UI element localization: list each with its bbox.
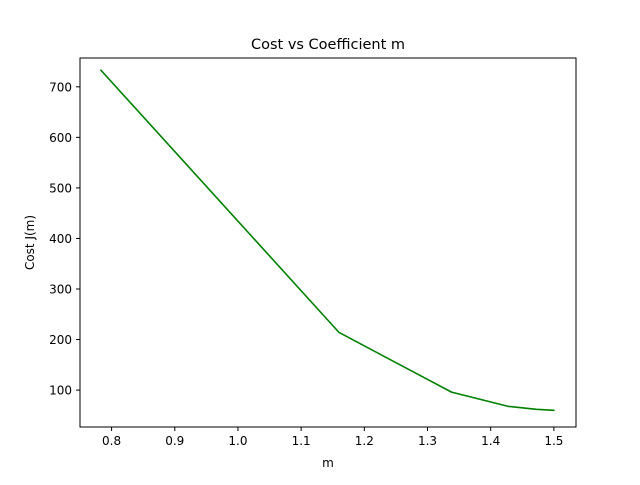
y-tick-label: 400 xyxy=(49,232,72,246)
y-tick-label: 100 xyxy=(49,384,72,398)
y-tick-label: 300 xyxy=(49,283,72,297)
x-tick-label: 1.2 xyxy=(355,434,374,448)
x-tick-label: 0.9 xyxy=(165,434,184,448)
x-axis-ticks: 0.8 0.9 1.0 1.1 1.2 1.3 1.4 1.5 xyxy=(102,427,563,448)
cost-series-line xyxy=(100,69,555,412)
plot-lines xyxy=(100,69,555,412)
x-tick-label: 1.3 xyxy=(418,434,437,448)
x-tick-label: 1.4 xyxy=(481,434,500,448)
chart-title: Cost vs Coefficient m xyxy=(251,37,405,53)
x-tick-label: 1.1 xyxy=(292,434,311,448)
y-tick-label: 200 xyxy=(49,333,72,347)
x-tick-label: 1.5 xyxy=(544,434,563,448)
x-axis-label: m xyxy=(322,456,334,470)
y-axis-label: Cost J(m) xyxy=(23,215,37,270)
x-tick-label: 0.8 xyxy=(102,434,121,448)
y-tick-label: 500 xyxy=(49,181,72,195)
x-tick-label: 1.0 xyxy=(228,434,247,448)
y-tick-label: 600 xyxy=(49,131,72,145)
y-axis-ticks: 100 200 300 400 500 600 700 xyxy=(49,80,80,398)
y-tick-label: 700 xyxy=(49,80,72,94)
plot-area-frame xyxy=(79,57,577,428)
